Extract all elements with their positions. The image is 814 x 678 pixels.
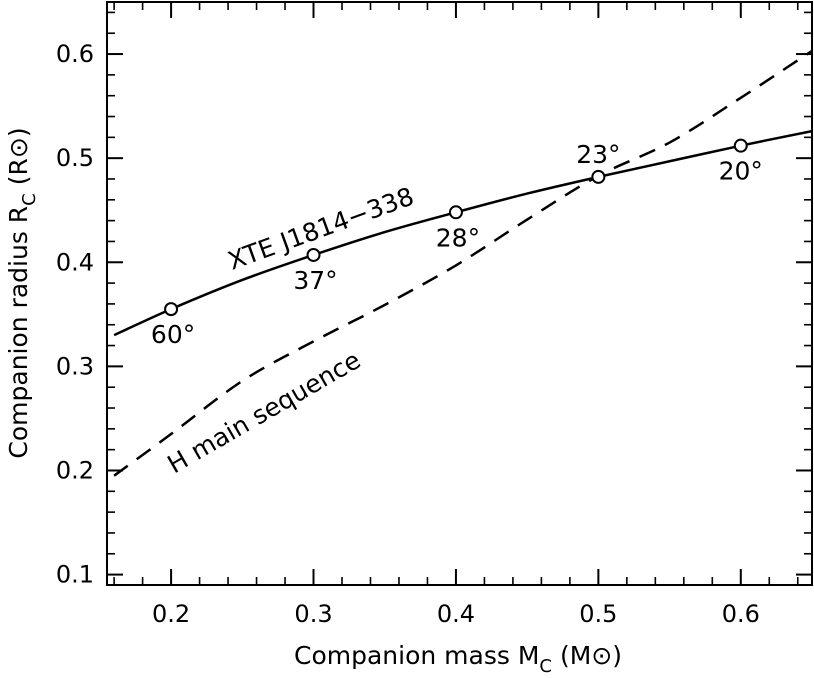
data-marker xyxy=(306,247,321,262)
marker-angle-label: 37° xyxy=(293,266,337,295)
y-axis-title: Companion radius RC (R⊙) xyxy=(4,127,40,458)
marker-angle-label: 23° xyxy=(576,140,620,169)
x-axis-title-subscript: C xyxy=(539,656,552,677)
x-tick-label: 0.2 xyxy=(152,600,190,628)
y-tick-label: 0.4 xyxy=(56,248,94,276)
y-tick-label: 0.6 xyxy=(56,40,94,68)
y-axis-title-subscript: C xyxy=(19,193,40,206)
marker-angle-label: 28° xyxy=(436,223,480,252)
markers-layer: 60° 37° 28° 23° 20° xyxy=(151,138,763,349)
y-tick-label: 0.5 xyxy=(56,144,94,172)
curves-layer xyxy=(113,49,813,477)
data-marker xyxy=(448,205,463,220)
tick-labels-layer: 0.2 0.3 0.4 0.5 0.6 0.1 0.2 0.3 0.4 0.5 0.6 xyxy=(56,40,760,628)
x-tick-label: 0.3 xyxy=(294,600,332,628)
y-tick-label: 0.1 xyxy=(56,561,94,589)
y-tick-label: 0.2 xyxy=(56,456,94,484)
y-axis-title-main: Companion radius R xyxy=(4,206,33,459)
x-axis-title-unit: (M⊙) xyxy=(560,641,622,670)
marker-angle-label: 60° xyxy=(151,320,195,349)
series-label-h-main-sequence: H main sequence xyxy=(163,345,366,479)
plot-frame xyxy=(106,1,813,586)
series-line-h-main-sequence xyxy=(113,49,813,477)
ticks-layer xyxy=(107,2,812,585)
y-tick-label: 0.3 xyxy=(56,352,94,380)
x-axis-title: Companion mass MC (M⊙) xyxy=(294,641,622,677)
x-axis-title-main: Companion mass M xyxy=(294,641,539,670)
x-tick-label: 0.4 xyxy=(437,600,475,628)
x-tick-label: 0.6 xyxy=(722,600,760,628)
data-marker xyxy=(591,169,606,184)
marker-angle-label: 20° xyxy=(719,157,763,186)
series-label-xte: XTE J1814−338 xyxy=(224,182,418,276)
data-marker xyxy=(164,302,179,317)
x-tick-label: 0.5 xyxy=(579,600,617,628)
data-marker xyxy=(733,138,748,153)
y-axis-title-unit: (R⊙) xyxy=(4,127,33,185)
